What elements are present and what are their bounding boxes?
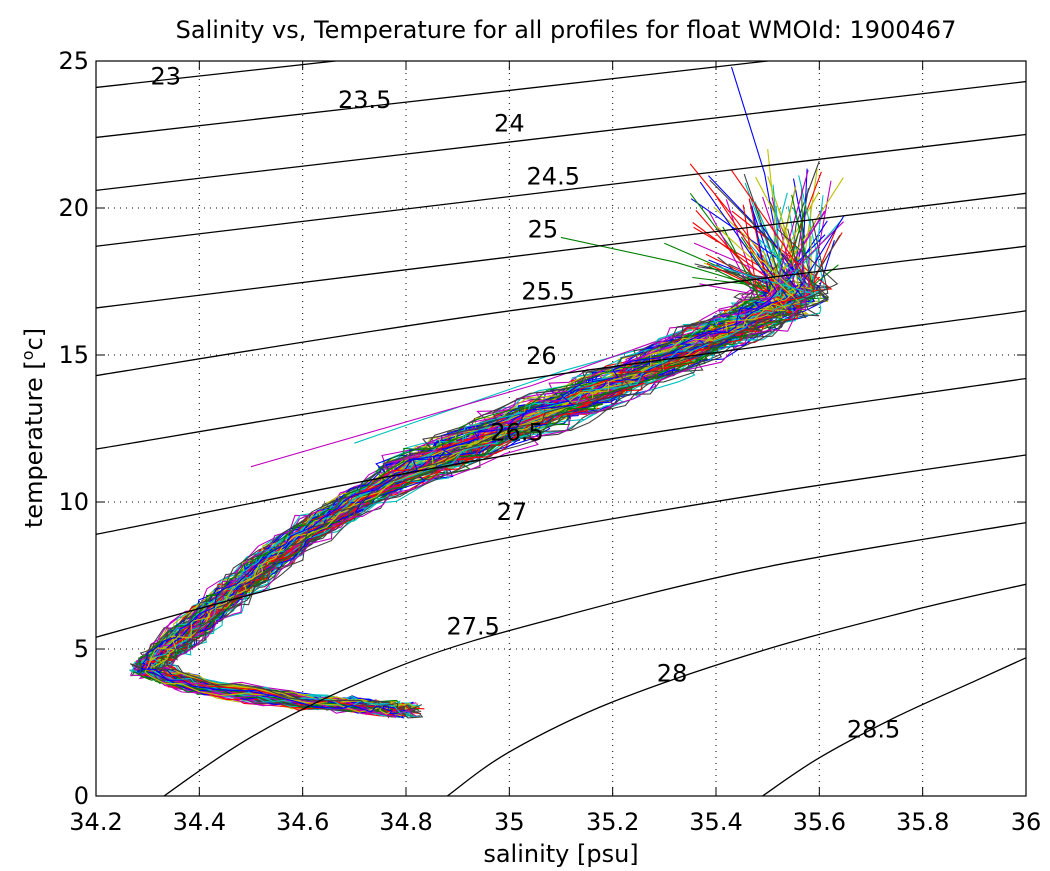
profile-line (140, 181, 778, 715)
density-contour-label: 24.5 (527, 163, 580, 191)
profile-line (144, 225, 801, 717)
density-contour-label: 27 (497, 498, 528, 526)
profile-line (129, 256, 761, 711)
x-tick-label: 35.4 (689, 808, 742, 836)
x-tick-labels: 34.2 34.4 34.6 34.8 35 35.2 35.4 35.6 35.8 36 (69, 808, 1041, 836)
density-contour-label: 25 (528, 216, 559, 244)
profile-line (137, 215, 845, 712)
y-tick-label: 15 (58, 341, 89, 369)
density-contour-line (96, 61, 774, 139)
plot-frame (95, 60, 1027, 797)
density-contour-line (96, 310, 1026, 450)
density-contour-line (96, 61, 342, 89)
profile-line (146, 169, 816, 713)
density-contour-line (96, 192, 1026, 309)
density-contours (96, 61, 1026, 796)
profile-line (155, 228, 839, 712)
density-contour-label: 23 (150, 63, 181, 91)
x-tick-label: 34.2 (69, 808, 122, 836)
density-contour-label: 28 (657, 660, 688, 688)
x-tick-label: 35.2 (586, 808, 639, 836)
y-axis-label-tail: c] (20, 328, 48, 351)
y-axis-label-main: temperature [ (20, 360, 48, 528)
y-tick-label: 25 (58, 47, 89, 75)
profile-line (148, 194, 816, 716)
x-tick-label: 36 (1011, 808, 1042, 836)
axis-ticks (95, 60, 1027, 797)
density-contour-label: 23.5 (338, 86, 391, 114)
density-contour-line (96, 245, 1026, 377)
x-tick-label: 35.6 (793, 808, 846, 836)
density-contour-label: 26.5 (490, 418, 543, 446)
x-tick-label: 34.4 (173, 808, 226, 836)
y-tick-labels: 0 5 10 15 20 25 (58, 47, 89, 810)
y-tick-label: 5 (74, 635, 89, 663)
density-contour-line (96, 80, 1026, 192)
x-axis-label: salinity [psu] (483, 840, 638, 868)
y-tick-label: 20 (58, 194, 89, 222)
density-contour-line (762, 657, 1026, 796)
x-tick-label: 34.6 (276, 808, 329, 836)
plot-area (96, 61, 1026, 796)
density-contour-label: 26 (526, 342, 557, 370)
density-contour-line (446, 583, 1026, 796)
y-tick-label: 10 (58, 488, 89, 516)
grid-lines (96, 61, 1026, 796)
density-contour-label: 27.5 (446, 612, 499, 640)
y-axis-label-superscript: o (18, 350, 37, 360)
density-contour-line (96, 454, 1026, 638)
chart-title: Salinity vs, Temperature for all profile… (176, 16, 957, 44)
density-contour-label: 25.5 (521, 277, 574, 305)
y-tick-label: 0 (74, 782, 89, 810)
density-contour-line (96, 377, 1026, 535)
density-contour-label: 24 (494, 110, 525, 138)
x-tick-label: 35.8 (896, 808, 949, 836)
x-tick-label: 35 (494, 808, 525, 836)
density-contour-line (162, 521, 1026, 796)
density-contour-label: 28.5 (847, 715, 900, 743)
y-axis-label: temperature [oc] (18, 328, 48, 528)
density-contour-line (96, 133, 1026, 247)
x-tick-label: 34.8 (379, 808, 432, 836)
